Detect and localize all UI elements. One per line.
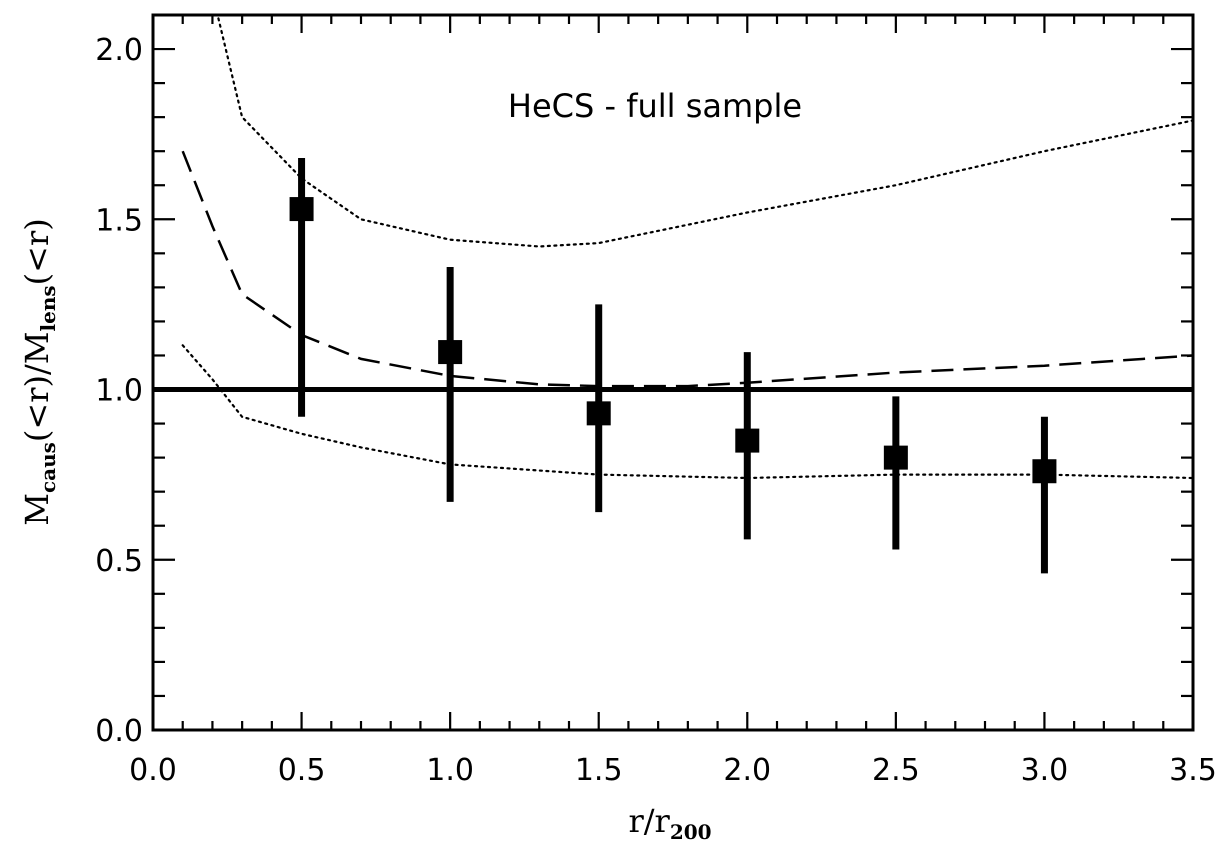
plot-frame: [151, 13, 1195, 732]
data-point: [735, 428, 760, 453]
y-tick-label: 1.0: [95, 374, 143, 409]
x-tick-label: 2.5: [872, 753, 920, 788]
y-tick-label: 2.0: [95, 33, 143, 68]
x-axis-label: r/r200: [628, 802, 711, 844]
x-tick-label: 0.0: [129, 753, 177, 788]
dashed-curve: [181, 150, 1194, 388]
y-tick-label: 1.5: [95, 203, 143, 238]
annotation: HeCS - full sample: [508, 87, 802, 125]
data-point: [438, 340, 463, 365]
x-tick-label: 3.5: [1169, 753, 1217, 788]
data-point: [1032, 459, 1057, 484]
x-tick-label: 1.5: [575, 753, 623, 788]
x-tick-label: 1.0: [426, 753, 474, 788]
y-tick-label: 0.0: [95, 714, 143, 749]
data-point: [883, 445, 908, 470]
x-tick-label: 0.5: [278, 753, 326, 788]
dotted-lower-curve: [181, 344, 1195, 480]
data-point: [586, 401, 611, 426]
y-axis-label: Mcaus(<r)/Mlens(<r): [18, 218, 60, 526]
series-layer: [153, 17, 1195, 574]
data-point: [289, 197, 314, 222]
y-tick-label: 0.5: [95, 544, 143, 579]
x-tick-label: 2.0: [723, 753, 771, 788]
x-tick-label: 3.0: [1021, 753, 1069, 788]
ticks-layer: 0.0 0.5 1.0 1.5 2.0 2.5 3.0 3.5 0.0 0.5 1.0 1.5 2.0: [95, 13, 1217, 788]
dotted-upper-curve: [217, 17, 1195, 248]
